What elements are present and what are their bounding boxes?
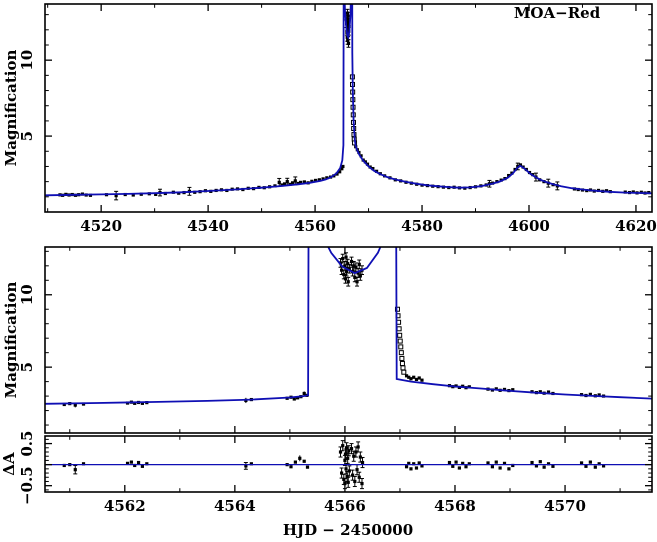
top-data-layer <box>45 4 652 201</box>
residual-x-tick-label: 4568 <box>434 497 476 515</box>
residual-data-layer <box>45 440 652 490</box>
residual-x-tick-label: 4562 <box>104 497 146 515</box>
top-ticks: 4520 4540 4560 4580 4600 4620 5 10 <box>18 4 657 235</box>
top-x-tick-label: 4560 <box>294 217 336 235</box>
residual-y-tick-label: −0.5 <box>18 466 36 505</box>
residual-panel: 4562 4564 4566 4568 4570 −0.5 0.5 <box>18 431 653 515</box>
residual-ticks: 4562 4564 4566 4568 4570 −0.5 0.5 <box>18 431 652 515</box>
top-panel: 4520 4540 4560 4580 4600 4620 5 10 <box>18 3 657 235</box>
top-x-tick-label: 4540 <box>187 217 229 235</box>
top-x-tick-label: 4600 <box>508 217 550 235</box>
top-x-tick-label: 4620 <box>615 217 657 235</box>
zoom-data-layer <box>45 247 652 408</box>
zoom-y-tick-label: 5 <box>18 362 36 372</box>
top-y-tick-label: 10 <box>18 50 36 71</box>
y-axis-title-top: Magnification <box>2 50 20 167</box>
residual-x-tick-label: 4566 <box>324 497 366 515</box>
y-axis-title-zoom: Magnification <box>2 282 20 399</box>
top-x-tick-label: 4580 <box>401 217 443 235</box>
zoom-y-tick-label: 10 <box>18 284 36 305</box>
top-y-tick-label: 5 <box>18 131 36 141</box>
residual-x-tick-label: 4570 <box>544 497 586 515</box>
y-axis-title-residual: ΔA <box>0 452 18 476</box>
x-axis-title: HJD − 2450000 <box>283 521 413 539</box>
zoom-panel: 5 10 <box>18 246 653 434</box>
residual-x-tick-label: 4564 <box>214 497 256 515</box>
dataset-label: MOA−Red <box>514 4 601 22</box>
zoom-ticks: 5 10 <box>18 247 652 433</box>
residual-y-tick-label: 0.5 <box>18 431 36 457</box>
top-x-tick-label: 4520 <box>80 217 122 235</box>
